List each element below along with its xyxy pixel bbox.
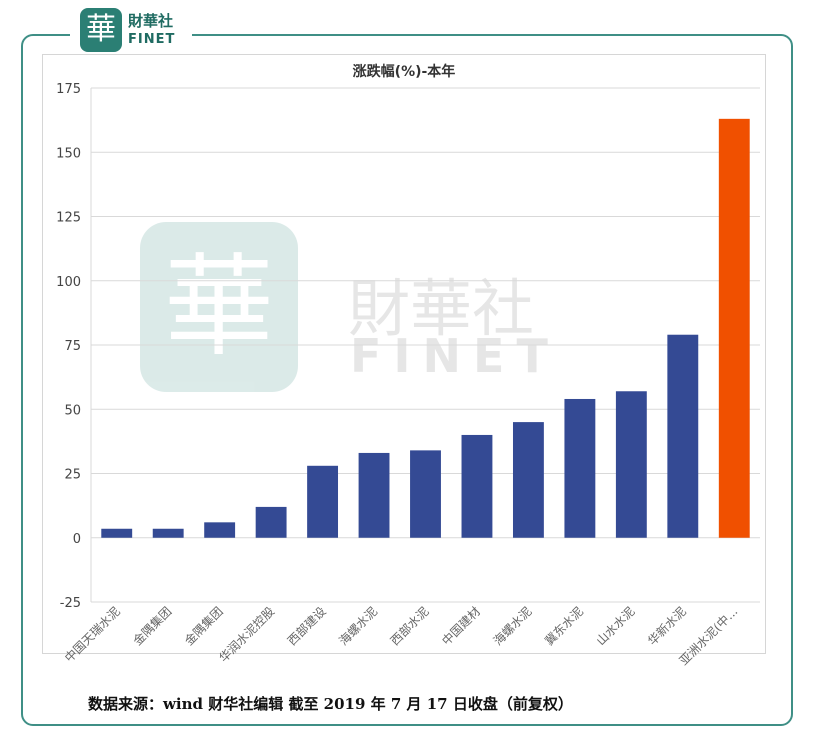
y-tick-label: -25	[60, 596, 81, 611]
bar	[152, 528, 184, 538]
watermark-name-en: FINET	[350, 329, 560, 383]
x-tick-label: 海螺水泥	[336, 604, 381, 649]
bar	[667, 334, 699, 538]
bar	[204, 522, 236, 538]
bar	[564, 398, 596, 538]
y-tick-label: 25	[64, 468, 81, 483]
watermark-name-cn: 財華社	[348, 272, 534, 345]
bar	[615, 391, 647, 538]
plot-area	[42, 54, 766, 654]
bar	[101, 528, 133, 538]
x-tick-label: 华新水泥	[644, 604, 689, 649]
chart-title: 涨跌幅(%)-本年	[353, 63, 456, 80]
bar	[358, 452, 390, 538]
y-axis-ticks: 175 150 125 100 75 50 25 0 -25	[56, 82, 81, 611]
logo-seal-icon: 華	[80, 8, 122, 52]
bar	[307, 465, 339, 538]
bars	[101, 118, 750, 538]
y-tick-label: 125	[56, 211, 81, 226]
x-tick-label: 山水水泥	[594, 604, 638, 648]
logo-name-en: FINET	[128, 32, 176, 47]
y-tick-label: 50	[64, 403, 81, 418]
bar	[718, 118, 750, 538]
finet-logo: 華 財華社 FINET	[70, 4, 192, 60]
bar	[512, 422, 544, 538]
x-tick-label: 金隅集团	[130, 604, 175, 649]
y-tick-label: 0	[73, 532, 81, 547]
bar	[255, 506, 287, 538]
bar	[461, 434, 493, 538]
watermark-seal-icon	[140, 222, 298, 392]
x-tick-label: 中国天瑞水泥	[61, 604, 123, 666]
x-tick-label: 冀东水泥	[542, 604, 586, 648]
y-tick-label: 100	[56, 275, 81, 290]
logo-name-cn: 財華社	[128, 12, 174, 30]
source-footer: 数据来源：wind 财华社编辑 截至 2019 年 7 月 17 日收盘（前复权…	[88, 695, 573, 713]
x-tick-label: 金隅集团	[181, 604, 226, 649]
y-tick-label: 75	[64, 339, 81, 354]
chart-frame	[21, 34, 793, 726]
x-tick-label: 中国建材	[439, 604, 484, 649]
x-tick-label: 西部建设	[284, 604, 329, 649]
x-tick-label: 华润水泥控股	[216, 604, 277, 665]
finet-watermark: 華 財華社 FINET	[140, 222, 560, 392]
bar	[410, 450, 441, 538]
x-tick-label: 西部水泥	[387, 604, 432, 649]
x-tick-label: 海螺水泥	[490, 604, 535, 649]
y-tick-label: 150	[56, 146, 81, 161]
watermark-seal-char: 華	[164, 243, 274, 371]
y-tick-label: 175	[56, 82, 81, 97]
